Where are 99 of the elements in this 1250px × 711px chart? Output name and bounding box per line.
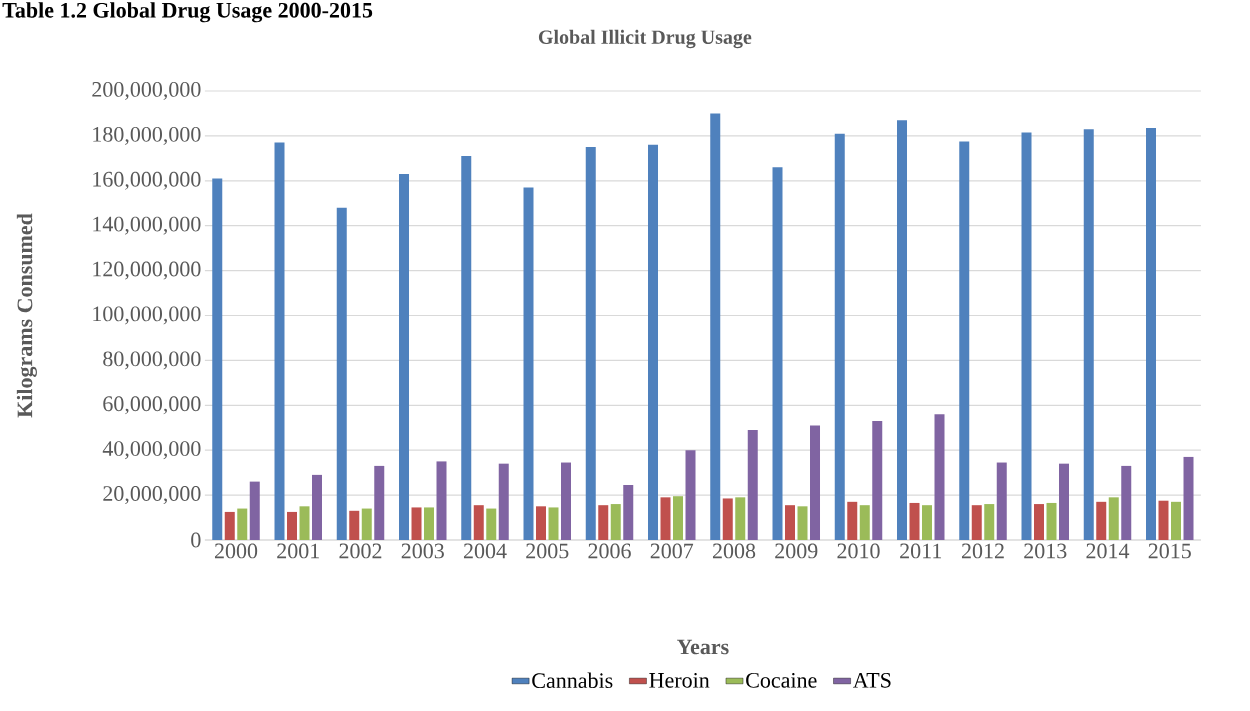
bar: [1146, 128, 1156, 540]
bar: [673, 496, 683, 540]
bar: [847, 501, 858, 540]
x-tick-label: 2007: [650, 543, 694, 559]
y-tick-label: 180,000,000: [93, 126, 201, 145]
bar: [785, 505, 795, 540]
bar: [810, 425, 821, 540]
y-tick-label: 200,000,000: [92, 81, 201, 100]
bar: [536, 506, 547, 540]
bar: [374, 465, 385, 540]
x-tick-label: 2005: [526, 543, 569, 559]
y-tick-label: 80,000,000: [103, 351, 201, 370]
bar: [1083, 129, 1094, 540]
bar: [361, 508, 372, 540]
bar: [872, 421, 883, 540]
bar: [797, 506, 808, 540]
bar: [1034, 504, 1044, 540]
bar: [461, 156, 472, 540]
bar: [623, 484, 634, 540]
legend-label: Cannabis: [532, 672, 613, 689]
bar: [660, 497, 671, 540]
x-tick-label: 2004: [463, 543, 507, 559]
bar: [1021, 132, 1032, 540]
bar: [498, 463, 509, 540]
bar: [1059, 463, 1069, 540]
x-tick-label: 2001: [277, 543, 319, 559]
bar: [772, 167, 783, 540]
x-tick-label: 2010: [837, 543, 880, 559]
bar: [934, 414, 945, 540]
y-tick-label: 100,000,000: [93, 306, 201, 325]
x-tick-label: 2002: [339, 543, 382, 559]
x-tick-label: 2000: [214, 543, 258, 559]
bar: [349, 510, 360, 540]
bar: [834, 133, 845, 540]
bar: [1121, 465, 1132, 540]
bar: [548, 507, 559, 540]
y-tick-label: 140,000,000: [93, 216, 201, 235]
caption: Table 1.2 Global Drug Usage 2000-2015: [2, 2, 373, 23]
bar: [312, 474, 322, 540]
bar: [399, 174, 410, 540]
x-tick-label: 2006: [588, 543, 631, 559]
bar: [585, 147, 596, 540]
bar: [859, 505, 870, 540]
bar: [710, 113, 721, 540]
bar: [909, 502, 920, 540]
y-tick-label: 0: [191, 532, 201, 548]
bar: [411, 507, 422, 540]
bar: [648, 144, 658, 540]
y-tick-label: 60,000,000: [103, 396, 201, 415]
bar: [735, 497, 746, 540]
bar: [336, 207, 347, 540]
bar: [971, 505, 982, 540]
y-tick-label: 20,000,000: [103, 486, 201, 505]
bar: [299, 506, 310, 540]
bar: [212, 178, 223, 540]
bar: [897, 120, 907, 540]
x-tick-label: 2003: [401, 543, 444, 559]
bar: [747, 429, 758, 540]
bar: [274, 142, 285, 540]
x-tick-label: 2009: [775, 543, 818, 559]
bar: [685, 450, 696, 540]
bar: [984, 504, 995, 540]
bar: [1108, 497, 1119, 540]
bar: [473, 505, 484, 540]
legend-label: ATS: [853, 672, 891, 688]
x-tick-label: 2015: [1148, 543, 1191, 559]
legend-label: Heroin: [649, 672, 710, 688]
bar: [287, 511, 298, 540]
x-tick-label: 2014: [1086, 543, 1130, 559]
y-tick-label: 40,000,000: [102, 441, 201, 460]
bar: [436, 461, 447, 540]
bar: [1096, 501, 1107, 540]
bar: [610, 504, 621, 540]
bar: [959, 141, 970, 540]
bar: [996, 462, 1007, 540]
bar: [598, 505, 609, 540]
bar: [224, 511, 235, 540]
x-axis-title: Years: [677, 639, 729, 655]
y-tick-label: 160,000,000: [93, 171, 201, 190]
legend-label: Cocaine: [746, 672, 817, 688]
bar: [1158, 500, 1169, 540]
bar: [486, 508, 497, 540]
bar: [1171, 501, 1181, 540]
bar: [561, 462, 572, 540]
y-axis-title: Kilograms Consumed: [16, 213, 37, 418]
x-tick-label: 2013: [1024, 543, 1067, 559]
bar: [1183, 456, 1194, 540]
bar: [424, 507, 435, 540]
bar: [922, 505, 932, 540]
bar: [722, 498, 733, 540]
bar: [1046, 502, 1057, 540]
x-tick-label: 2012: [961, 543, 1004, 559]
bar: [249, 481, 260, 540]
bar: [523, 187, 534, 540]
chart-title: Global Illicit Drug Usage: [538, 29, 752, 49]
x-tick-label: 2011: [900, 543, 942, 559]
y-tick-label: 120,000,000: [93, 261, 201, 280]
bar: [237, 508, 248, 540]
x-tick-label: 2008: [712, 543, 756, 559]
